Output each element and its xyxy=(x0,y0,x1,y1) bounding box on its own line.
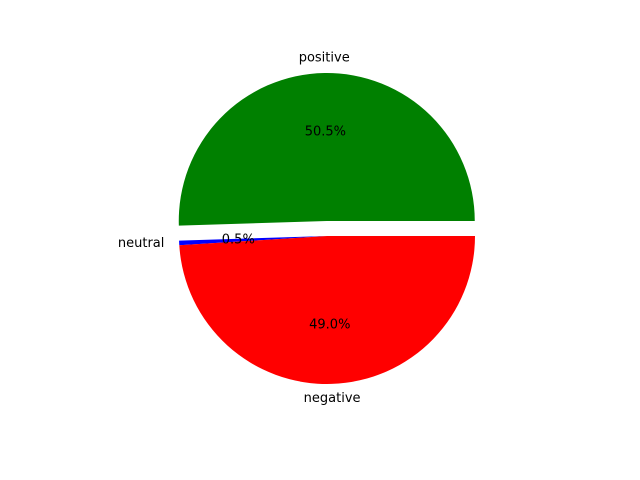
slice-label-neutral: neutral xyxy=(118,236,165,251)
pie-labels: positive 50.5% neutral 0.5% negative 49.0% xyxy=(118,51,361,406)
pie-slice-negative xyxy=(179,236,475,385)
slice-percent-neutral: 0.5% xyxy=(222,233,255,248)
pie-slices xyxy=(178,73,475,385)
slice-label-negative: negative xyxy=(304,391,361,406)
slice-percent-negative: 49.0% xyxy=(309,317,350,332)
pie-slice-positive xyxy=(178,73,475,226)
pie-slice-neutral xyxy=(179,236,327,246)
slice-percent-positive: 50.5% xyxy=(305,125,346,140)
slice-label-positive: positive xyxy=(299,51,350,66)
